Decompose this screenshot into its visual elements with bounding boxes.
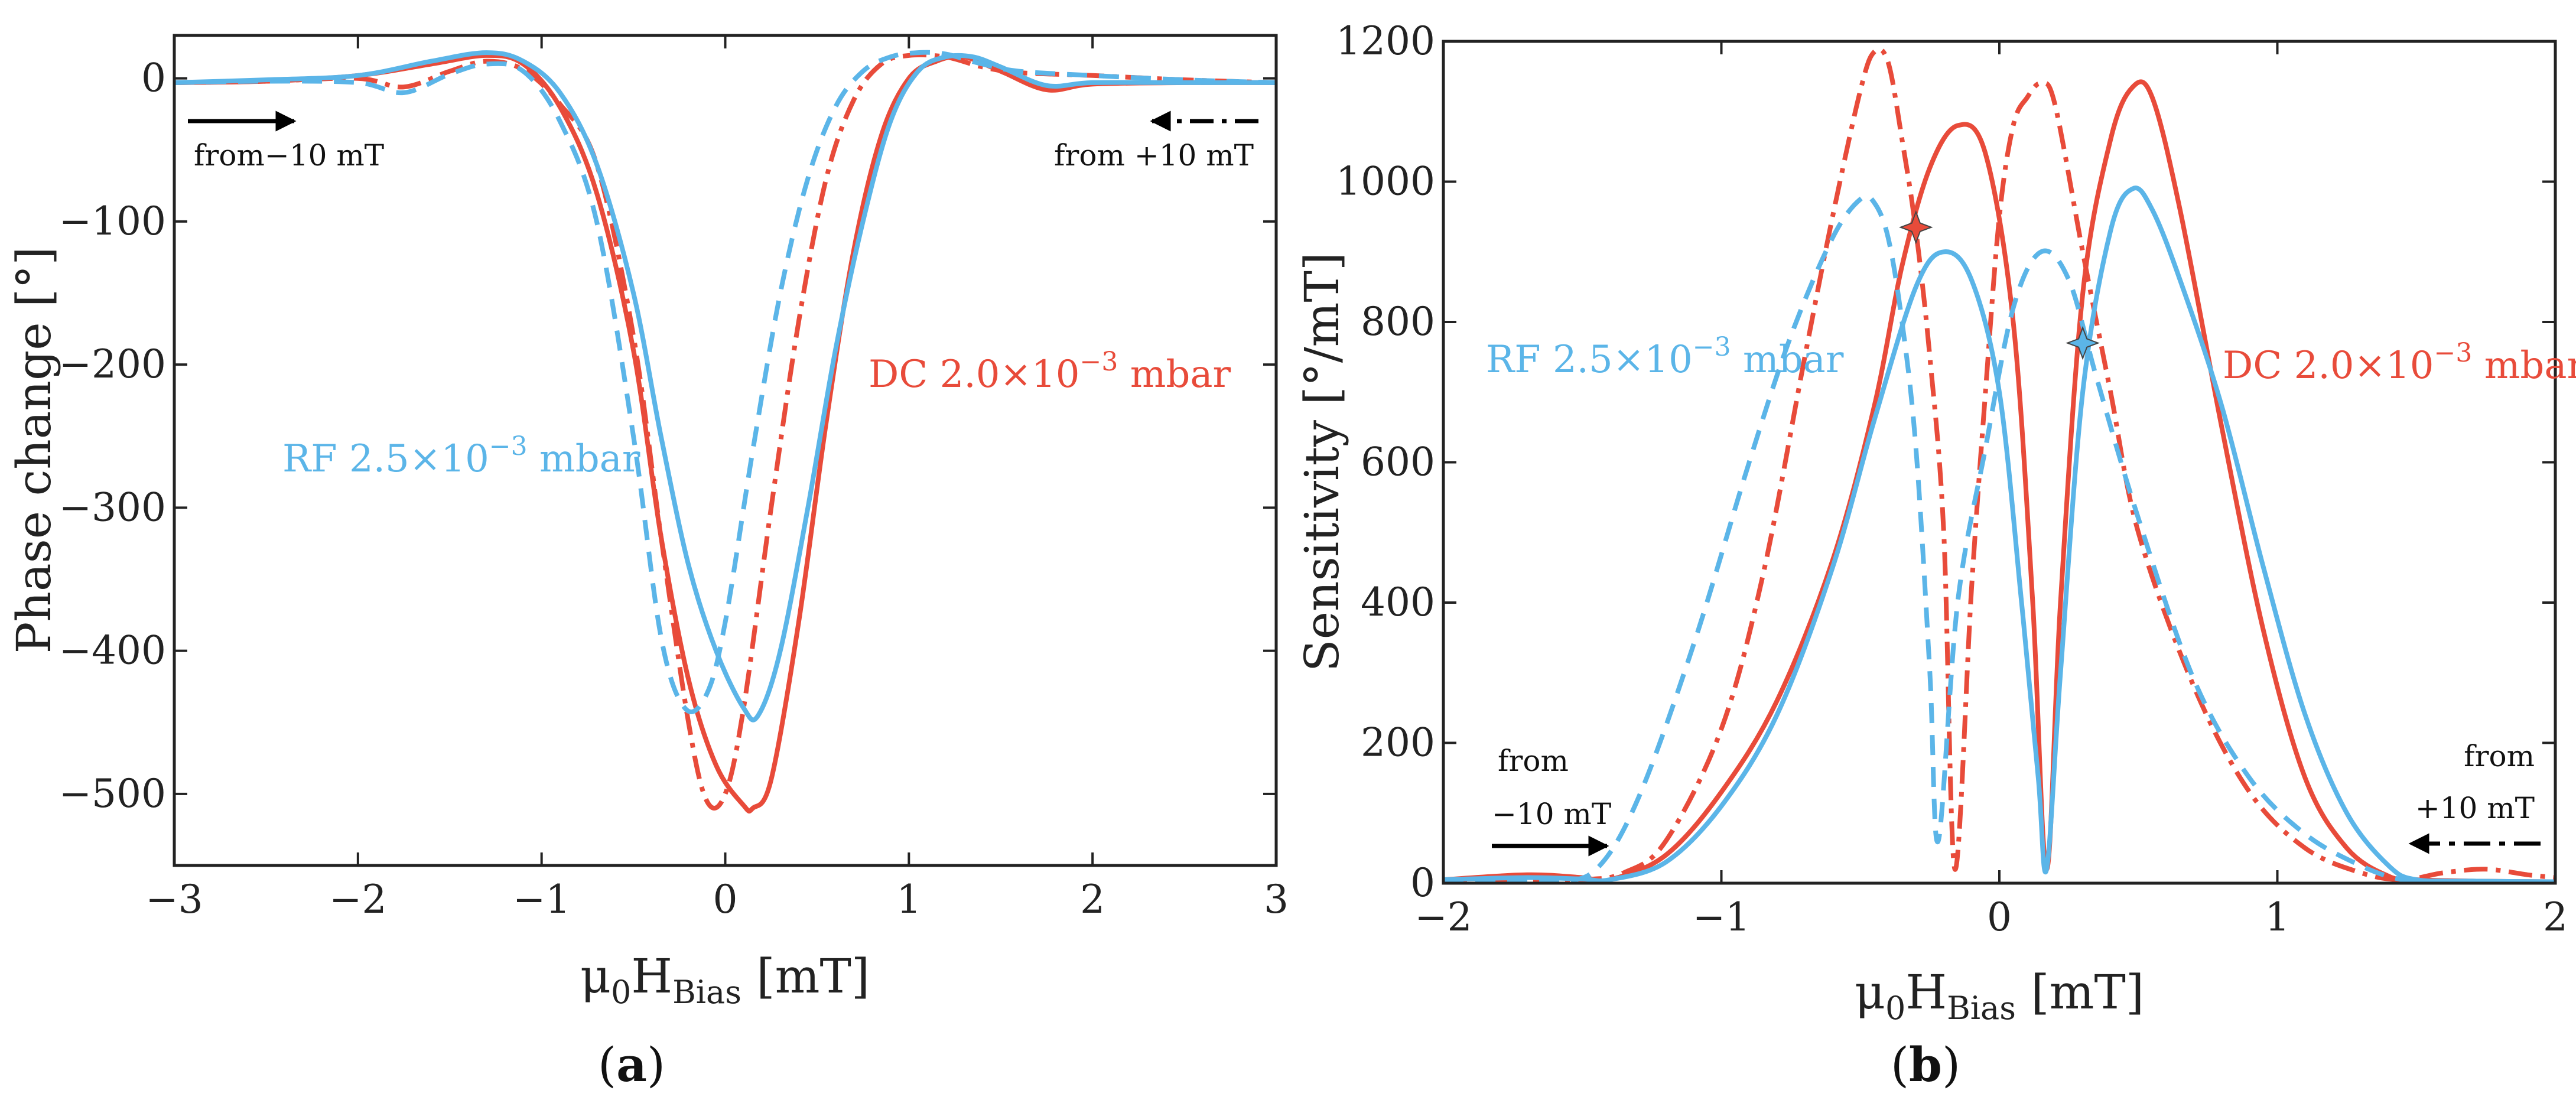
panel-b-ytick-label: 1200 xyxy=(1336,18,1435,64)
panel-a-caption: (a) xyxy=(598,1037,665,1092)
panel-a-series xyxy=(174,50,1277,813)
panel-a-xtick-label: 3 xyxy=(1264,877,1289,922)
panel-a-ytick-label: −500 xyxy=(59,771,166,816)
panel-b-forward-label-1: from xyxy=(1498,744,1569,778)
panel-b-ticks: −2 −1 0 1 2 0 200 400 600 800 1000 1200 xyxy=(1336,18,2568,940)
panel-b-series-dc-backward xyxy=(1443,47,2556,884)
panel-b-xtick-label: 0 xyxy=(1987,894,2012,940)
panel-b-axes-frame xyxy=(1442,40,2557,885)
panel-a-ylabel: Phase change [°] xyxy=(6,247,61,654)
panel-b-dc-annotation: DC 2.0×10−3 mbar xyxy=(2223,338,2576,388)
panel-a-forward-label: from−10 mT xyxy=(194,138,384,173)
panel-a-series-dc-backward xyxy=(174,52,1277,811)
panel-a-ytick-label: −100 xyxy=(59,198,166,244)
panel-b-forward-label-2: −10 mT xyxy=(1492,797,1611,831)
panel-b-marker-rf xyxy=(2066,326,2100,360)
panel-a-dc-annotation: DC 2.0×10−3 mbar xyxy=(869,347,1231,396)
panel-a-ytick-label: −400 xyxy=(59,628,166,673)
panel-a-xtick-label: 0 xyxy=(713,877,738,922)
panel-a-ytick-label: −200 xyxy=(59,341,166,387)
panel-b: −2 −1 0 1 2 0 200 400 600 800 1000 1200 Sensitivity… xyxy=(1294,18,2576,1092)
panel-a-series-rf-backward xyxy=(174,50,1277,714)
panel-b-series-rf-backward xyxy=(1443,193,2556,885)
panel-b-ytick-label: 400 xyxy=(1361,580,1435,625)
panel-a-xtick-label: 1 xyxy=(896,877,921,922)
panel-b-xlabel: μ0HBias [mT] xyxy=(1855,965,2144,1027)
panel-b-rf-annotation: RF 2.5×10−3 mbar xyxy=(1486,332,1844,382)
panel-b-backward-label-2: +10 mT xyxy=(2415,791,2535,825)
panel-a-xtick-label: 2 xyxy=(1080,877,1105,922)
panel-b-ytick-label: 0 xyxy=(1410,860,1435,906)
panel-b-xtick-label: −1 xyxy=(1693,894,1750,940)
panel-b-ytick-label: 200 xyxy=(1361,720,1435,766)
panel-b-ytick-label: 1000 xyxy=(1336,159,1435,204)
panel-b-series-dc-forward xyxy=(1443,79,2556,884)
panel-b-xtick-label: −2 xyxy=(1414,894,1472,940)
panel-b-ytick-label: 600 xyxy=(1361,440,1435,485)
panel-b-ylabel: Sensitivity [°/mT] xyxy=(1294,252,1349,672)
panel-a-ticks: −3 −2 −1 0 1 2 3 0 −100 −200 −300 −400 −500 xyxy=(59,35,1289,922)
panel-b-series xyxy=(1443,47,2556,885)
panel-a-xtick-label: −2 xyxy=(329,877,386,922)
panel-b-series-rf-forward xyxy=(1443,185,2556,884)
panel-a-backward-label: from +10 mT xyxy=(1054,138,1254,173)
panel-a-xlabel: μ0HBias [mT] xyxy=(580,949,870,1011)
panel-a-xtick-label: −3 xyxy=(145,877,203,922)
panel-b-marker-dc xyxy=(1898,210,1933,245)
panel-b-backward-label-1: from xyxy=(2464,739,2535,773)
panel-a-xtick-label: −1 xyxy=(513,877,570,922)
panel-b-caption: (b) xyxy=(1891,1037,1960,1092)
panel-b-xtick-label: 2 xyxy=(2543,894,2568,940)
panel-b-ytick-label: 800 xyxy=(1361,299,1435,344)
panel-a: −3 −2 −1 0 1 2 3 0 −100 −200 −300 −400 −500 Phase ch… xyxy=(6,34,1289,1092)
panel-a-series-rf-forward xyxy=(174,50,1276,723)
panel-a-ytick-label: 0 xyxy=(141,56,166,101)
panel-a-ytick-label: −300 xyxy=(59,484,166,530)
panel-b-xtick-label: 1 xyxy=(2265,894,2290,940)
panel-b-markers xyxy=(1898,210,2100,360)
panel-a-rf-annotation: RF 2.5×10−3 mbar xyxy=(282,431,640,481)
